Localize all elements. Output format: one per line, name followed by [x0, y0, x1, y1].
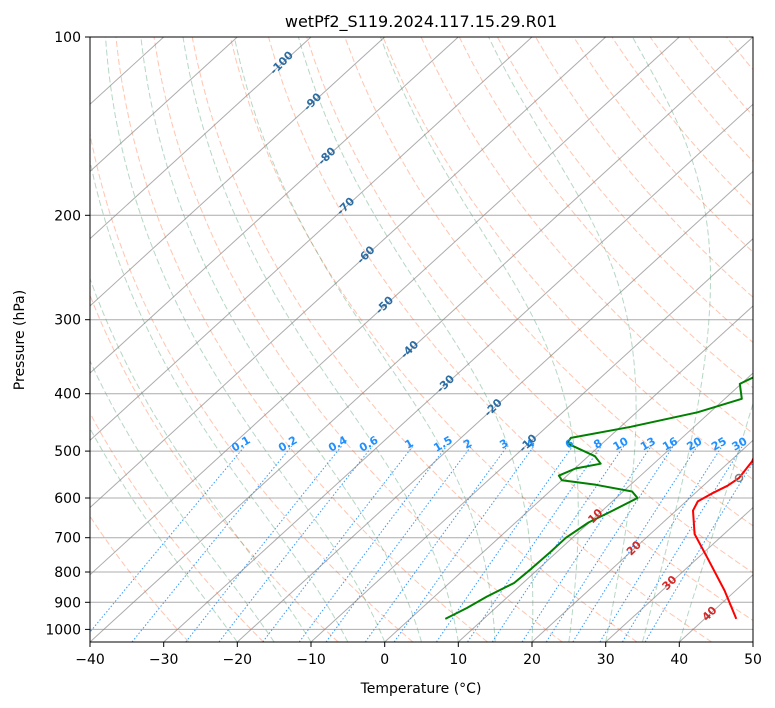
y-tick-label: 700	[54, 531, 81, 547]
mixing-ratio-line	[185, 445, 343, 642]
x-tick-label: 40	[670, 652, 688, 668]
profile-series	[444, 376, 753, 620]
mixing-ratio-line	[644, 461, 753, 642]
y-tick-label: 800	[54, 565, 81, 581]
y-tick-label: 600	[54, 491, 81, 507]
chart-title: wetPf2_S119.2024.117.15.29.R01	[285, 12, 557, 32]
moist-adiabat-line	[297, 37, 534, 642]
mixing-ratio-line	[90, 445, 246, 633]
isotherm-line	[605, 506, 753, 642]
dry-adiabat-line	[458, 37, 753, 389]
moist-adiabat-line	[90, 359, 275, 642]
dry-adiabat-line	[90, 515, 190, 642]
moist-adiabat-line	[233, 37, 496, 642]
isotherm-line	[90, 37, 238, 173]
mixing-ratio-line	[364, 445, 508, 642]
plot-frame	[89, 36, 754, 643]
y-tick-label: 100	[54, 30, 81, 46]
moist-adiabat-line	[182, 37, 459, 642]
mixing-ratio-line	[491, 445, 625, 642]
mixing-ratio-line	[572, 445, 699, 642]
x-tick-label: 0	[380, 652, 389, 668]
temperature-profile-line	[692, 456, 753, 620]
mixing-ratio-line	[545, 445, 674, 642]
x-tick-label: 10	[449, 652, 467, 668]
isotherm-line	[531, 439, 753, 642]
y-tick-label: 500	[54, 444, 81, 460]
isotherm-line	[90, 37, 753, 642]
isotherm-line	[90, 37, 386, 307]
y-tick-label: 1000	[45, 622, 81, 638]
x-tick-label: −30	[149, 652, 179, 668]
mixing-ratio-line	[521, 445, 652, 642]
dry-adiabat-line	[90, 293, 339, 642]
lcl-marker	[734, 473, 744, 483]
moist-adiabat-line	[105, 37, 386, 642]
dry-adiabat-line	[496, 37, 753, 344]
x-tick-label: −20	[223, 652, 253, 668]
pressure-gridlines	[90, 37, 753, 630]
dry-adiabat-line	[115, 37, 488, 642]
x-tick-label: 50	[744, 652, 762, 668]
dry-adiabat-line	[90, 412, 264, 642]
isotherm-line	[163, 103, 753, 642]
x-tick-label: −40	[75, 652, 105, 668]
skewed-isotherms	[90, 37, 753, 642]
mixing-ratio-label: 36	[750, 434, 770, 453]
mixing-ratio-line	[599, 445, 723, 642]
dry-adiabats	[90, 37, 753, 642]
x-axis-title: Temperature (°C)	[360, 681, 482, 697]
y-axis: 100 200 300 400 500 600 700 800 900 1000	[45, 30, 90, 638]
moist-adiabat-line	[678, 401, 753, 642]
isotherm-line	[90, 37, 680, 576]
x-tick-label: 30	[597, 652, 615, 668]
moist-adiabat-line	[90, 158, 349, 642]
y-tick-label: 900	[54, 595, 81, 611]
x-tick-label: 20	[523, 652, 541, 668]
y-tick-label: 300	[54, 313, 81, 329]
y-tick-label: 200	[54, 208, 81, 224]
mixing-ratio-line	[262, 445, 414, 642]
mixing-ratio-line	[435, 445, 574, 642]
plot-area: 0.10.20.40.611.52346810131620253036-100-…	[90, 37, 770, 642]
moist-adiabat-line	[140, 37, 422, 642]
mixing-ratio-line	[325, 445, 472, 642]
isotherm-line	[384, 305, 753, 642]
isotherm-line	[310, 237, 753, 642]
mixing-ratio-lines	[90, 445, 753, 642]
dry-adiabat-line	[191, 37, 638, 642]
x-tick-label: −10	[296, 652, 326, 668]
mixing-ratio-line	[467, 445, 602, 642]
y-axis-title: Pressure (hPa)	[12, 290, 28, 390]
dry-adiabat-line	[535, 37, 753, 298]
mixing-ratio-line	[298, 445, 448, 642]
x-axis: −40 −30 −20 −10 0 10 20 30 40 50	[75, 642, 762, 668]
isotherm-line	[90, 37, 312, 240]
isotherm-line	[236, 170, 753, 642]
mixing-ratio-line	[131, 445, 293, 642]
isotherm-line	[90, 37, 607, 509]
dry-adiabat-line	[306, 37, 753, 574]
isotherm-line	[457, 372, 753, 642]
dewpoint-profile-line	[444, 376, 753, 620]
moist-adiabat-line	[488, 37, 637, 642]
y-tick-label: 400	[54, 387, 81, 403]
dry-adiabat-line	[153, 37, 563, 642]
moist-adiabat-line	[380, 37, 579, 642]
dry-adiabat-line	[268, 37, 753, 622]
isotherm-line	[90, 37, 533, 442]
isotherm-line	[90, 37, 459, 374]
moist-adiabat-line	[90, 427, 238, 642]
